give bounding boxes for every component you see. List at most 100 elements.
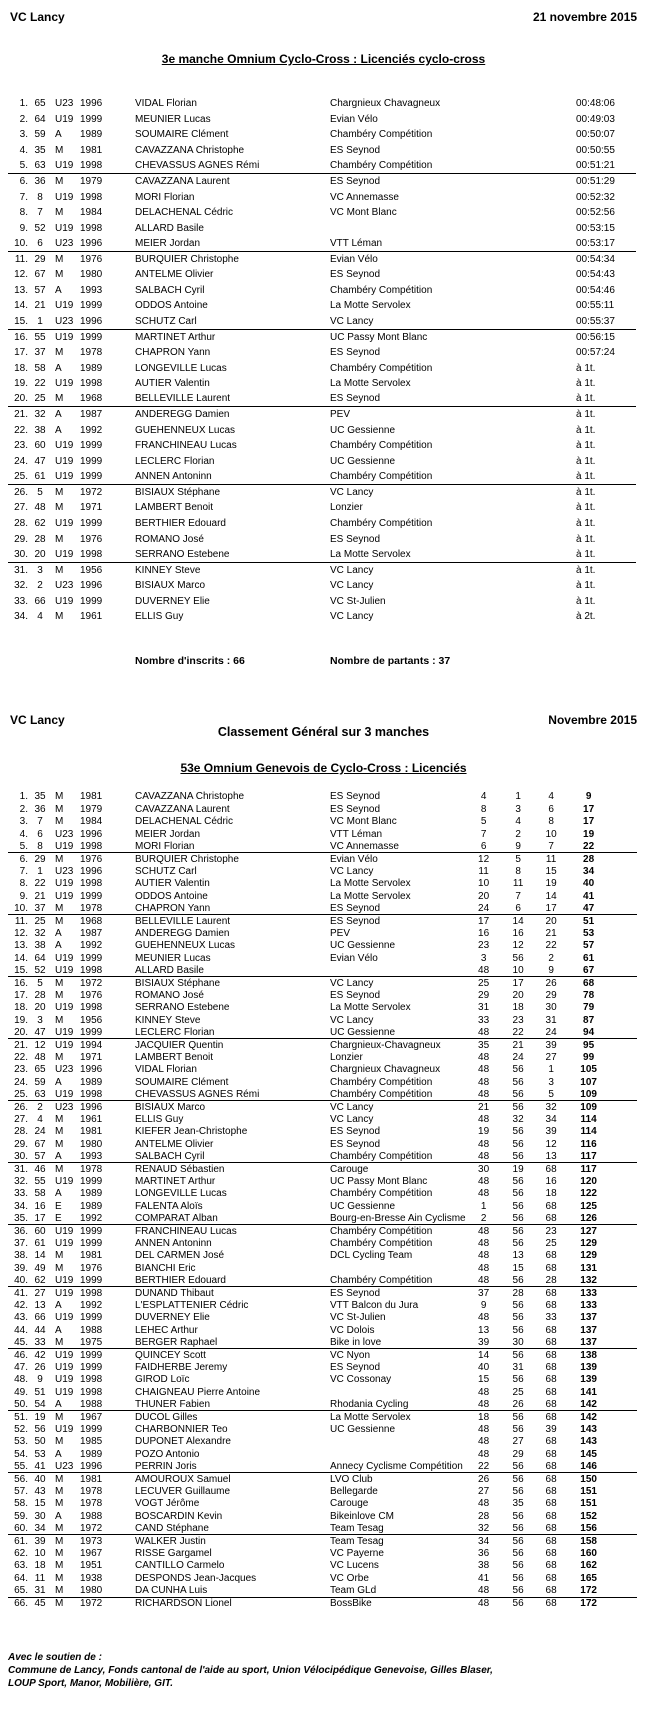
general-subtitle: Classement Général sur 3 manches [217, 724, 430, 739]
result-row: 22. 48 M 1971 LAMBERT Benoit Lonzier 48 24 27 99 [14, 1051, 595, 1063]
result-row: 56. 40 M 1981 AMOUROUX Samuel LVO Club 26 56 68 1… [8, 1472, 637, 1486]
participation-counts: Nombre d'inscrits : 66 Nombre de partant… [0, 655, 647, 669]
result-row: 20. 25 M 1968 BELLEVILLE Laurent ES Seynod à 1… [14, 393, 596, 405]
header-general: VC Lancy Novembre 2015 Classement Généra… [0, 707, 647, 759]
result-row: 34. 4 M 1961 ELLIS Guy VC Lancy à 2t. [14, 611, 596, 623]
result-row: 24. 47 U19 1999 LECLERC Florian UC Gessienne à… [14, 455, 596, 467]
result-row: 34. 16 E 1989 FALENTA Aloïs UC Gessienne 1 56 68… [14, 1200, 597, 1212]
result-row: 7. 1 U23 1996 SCHUTZ Carl VC Lancy 11 8 15 34 [19, 865, 595, 877]
result-row: 61. 39 M 1973 WALKER Justin Team Tesag 34 56 68 1… [8, 1534, 637, 1548]
result-row: 2. 36 M 1979 CAVAZZANA Laurent ES Seynod 8 3 6 17 [19, 803, 595, 815]
result-row: 38. 14 M 1981 DEL CARMEN José DCL Cycling Tea… [14, 1250, 597, 1262]
result-row: 2. 64 U19 1999 MEUNIER Lucas Evian Vélo 00:49:… [19, 113, 615, 125]
result-row: 64. 11 M 1938 DESPONDS Jean-Jacques VC Orbe 41… [14, 1572, 597, 1584]
result-row: 8. 7 M 1984 DELACHENAL Cédric VC Mont Blanc 00… [19, 207, 615, 219]
document-date: 21 novembre 2015 [532, 10, 637, 24]
result-row: 5. 8 U19 1998 MORI Florian VC Annemasse 6 9 7 22 [19, 840, 595, 852]
result-row: 59. 30 A 1988 BOSCARDIN Kevin Bikeinlove CM 28… [14, 1510, 597, 1522]
result-row: 7. 8 U19 1998 MORI Florian VC Annemasse 00:52:… [19, 191, 615, 203]
result-row: 26. 5 M 1972 BISIAUX Stéphane VC Lancy à 1t. [8, 484, 636, 501]
result-row: 6. 29 M 1976 BURQUIER Christophe Evian Vélo 12… [8, 852, 637, 866]
result-row: 62. 10 M 1967 RISSE Gargamel VC Payerne 36 56 68… [14, 1548, 597, 1560]
result-row: 29. 67 M 1980 ANTELME Olivier ES Seynod 48 56 12… [14, 1138, 597, 1150]
document-date: Novembre 2015 [548, 712, 637, 727]
result-row: 15. 1 U23 1996 SCHUTZ Carl VC Lancy 00:55:37 [14, 315, 615, 327]
result-row: 31. 3 M 1956 KINNEY Steve VC Lancy à 1t. [8, 561, 636, 578]
result-row: 40. 62 U19 1999 BERTHIER Edouard Chambéry Com… [14, 1274, 597, 1286]
result-row: 58. 15 M 1978 VOGT Jérôme Carouge 48 35 68 151 [14, 1498, 597, 1510]
result-row: 21. 12 U19 1994 JACQUIER Quentin Chargnieux-C… [8, 1038, 637, 1052]
result-row: 33. 66 U19 1999 DUVERNEY Elie VC St-Julien à 1… [14, 595, 596, 607]
result-row: 6. 36 M 1979 CAVAZZANA Laurent ES Seynod 00:51… [8, 173, 636, 190]
result-row: 5. 63 U19 1998 CHEVASSUS AGNES Rémi Chambéry … [19, 160, 615, 172]
sponsors-list-1: Commune de Lancy, Fonds cantonal de l'ai… [8, 1665, 493, 1677]
result-row: 37. 61 U19 1999 ANNEN Antoninn Chambéry Compé… [14, 1237, 597, 1249]
result-row: 48. 9 U19 1998 GIROD Loïc VC Cossonay 15 56 68 13… [14, 1374, 597, 1386]
result-row: 16. 55 U19 1999 MARTINET Arthur UC Passy Mont… [8, 328, 636, 345]
club-name: VC Lancy [10, 712, 65, 727]
result-row: 52. 56 U19 1999 CHARBONNIER Teo UC Gessienne 4… [14, 1424, 597, 1436]
result-row: 18. 20 U19 1998 SERRANO Estebene La Motte Ser… [14, 1002, 595, 1014]
result-row: 46. 42 U19 1999 QUINCEY Scott VC Nyon 14 56 68 13… [8, 1348, 637, 1362]
result-row: 12. 67 M 1980 ANTELME Olivier ES Seynod 00:54:… [14, 269, 615, 281]
result-row: 4. 6 U23 1996 MEIER Jordan VTT Léman 7 2 10 19 [19, 828, 595, 840]
result-row: 3. 59 A 1989 SOUMAIRE Clément Chambéry Compét… [19, 129, 615, 141]
result-row: 4. 35 M 1981 CAVAZZANA Christophe ES Seynod 00… [19, 144, 615, 156]
result-row: 66. 45 M 1972 RICHARDSON Lionel BossBike 48 56 6… [8, 1596, 637, 1610]
result-row: 22. 38 A 1992 GUEHENNEUX Lucas UC Gessienne à … [14, 424, 596, 436]
result-row: 43. 66 U19 1999 DUVERNEY Elie VC St-Julien 48 5… [14, 1312, 597, 1324]
result-row: 57. 43 M 1978 LECUVER Guillaume Bellegarde 27 5… [14, 1486, 597, 1498]
result-row: 29. 28 M 1976 ROMANO José ES Seynod à 1t. [14, 533, 596, 545]
sponsors-intro: Avec le soutien de : [8, 1652, 102, 1664]
result-row: 53. 50 M 1985 DUPONET Alexandre 48 27 68 143 [14, 1436, 597, 1448]
result-row: 30. 20 U19 1998 SERRANO Estebene La Motte Ser… [14, 548, 596, 560]
result-row: 49. 51 U19 1998 CHAIGNEAU Pierre Antoine 48 25… [14, 1386, 597, 1398]
result-row: 54. 53 A 1989 POZO Antonio 48 29 68 145 [14, 1448, 597, 1460]
club-name: VC Lancy [10, 10, 65, 24]
result-row: 12. 32 A 1987 ANDEREGG Damien PEV 16 16 21 53 [14, 927, 595, 939]
result-row: 39. 49 M 1976 BIANCHI Eric 48 15 68 131 [14, 1262, 597, 1274]
results-table-general: 1. 35 M 1981 CAVAZZANA Christophe ES Seynod 4 1… [8, 791, 637, 1610]
result-row: 50. 54 A 1988 THUNER Fabien Rhodania Cycling 4… [14, 1398, 597, 1410]
result-row: 9. 21 U19 1999 ODDOS Antoine La Motte Servole… [19, 890, 595, 902]
result-row: 19. 3 M 1956 KINNEY Steve VC Lancy 33 23 31 87 [14, 1014, 595, 1026]
result-row: 11. 29 M 1976 BURQUIER Christophe Evian Vélo 0… [8, 250, 636, 268]
result-row: 32. 55 U19 1999 MARTINET Arthur UC Passy Mont… [14, 1175, 597, 1187]
result-row: 8. 22 U19 1998 AUTIER Valentin La Motte Servo… [19, 878, 595, 890]
result-row: 28. 62 U19 1999 BERTHIER Edouard Chambéry Com… [14, 518, 596, 530]
result-row: 35. 17 E 1992 COMPARAT Alban Bourg-en-Bresse … [14, 1212, 597, 1224]
partants-count: Nombre de partants : 37 [330, 654, 451, 667]
manche3-title: 3e manche Omnium Cyclo-Cross : Licenciés… [161, 52, 486, 66]
result-row: 11. 25 M 1968 BELLEVILLE Laurent ES Seynod 17 1… [8, 914, 637, 928]
result-row: 14. 64 U19 1999 MEUNIER Lucas Evian Vélo 3 56 2 6… [14, 952, 595, 964]
result-row: 10. 37 M 1978 CHAPRON Yann ES Seynod 24 6 17 47 [14, 902, 595, 914]
result-row: 20. 47 U19 1999 LECLERC Florian UC Gessienne 4… [14, 1026, 595, 1038]
result-row: 26. 2 U23 1996 BISIAUX Marco VC Lancy 21 56 32 10… [8, 1100, 637, 1114]
result-row: 41. 27 U19 1998 DUNAND Thibaut ES Seynod 37 28 6… [8, 1286, 637, 1300]
result-row: 3. 7 M 1984 DELACHENAL Cédric VC Mont Blanc 5 4… [19, 816, 595, 828]
general-title: 53e Omnium Genevois de Cyclo-Cross : Lic… [180, 760, 467, 775]
result-row: 16. 5 M 1972 BISIAUX Stéphane VC Lancy 25 17 26 6… [8, 976, 637, 990]
sponsors-list-2: LOUP Sport, Manor, Mobilière, GIT. [8, 1678, 174, 1690]
result-row: 21. 32 A 1987 ANDEREGG Damien PEV à 1t. [8, 406, 636, 423]
result-row: 23. 65 U23 1996 VIDAL Florian Chargnieux Chav… [14, 1064, 597, 1076]
result-row: 13. 57 A 1993 SALBACH Cyril Chambéry Compétit… [14, 284, 615, 296]
result-row: 25. 63 U19 1998 CHEVASSUS AGNES Rémi Chambéry… [14, 1088, 597, 1100]
result-row: 65. 31 M 1980 DA CUNHA Luis Team GLd 48 56 68 172 [14, 1585, 597, 1597]
result-row: 13. 38 A 1992 GUEHENNEUX Lucas UC Gessienne 23… [14, 940, 595, 952]
result-row: 18. 58 A 1989 LONGEVILLE Lucas Chambéry Compé… [14, 362, 596, 374]
result-row: 51. 19 M 1967 DUCOL Gilles La Motte Servolex 1… [8, 1410, 637, 1424]
result-row: 17. 28 M 1976 ROMANO José ES Seynod 29 20 29 78 [14, 989, 595, 1001]
result-row: 10. 6 U23 1996 MEIER Jordan VTT Léman 00:53:17 [14, 237, 615, 249]
result-row: 17. 37 M 1978 CHAPRON Yann ES Seynod 00:57:24 [14, 347, 615, 359]
result-row: 23. 60 U19 1999 FRANCHINEAU Lucas Chambéry Co… [14, 440, 596, 452]
result-row: 32. 2 U23 1996 BISIAUX Marco VC Lancy à 1t. [14, 580, 596, 592]
result-row: 47. 26 U19 1999 FAIDHERBE Jeremy ES Seynod 40 3… [14, 1361, 597, 1373]
header-manche3: VC Lancy 21 novembre 2015 [0, 0, 647, 24]
result-row: 25. 61 U19 1999 ANNEN Antoninn Chambéry Compé… [14, 471, 596, 483]
result-row: 27. 4 M 1961 ELLIS Guy VC Lancy 48 32 34 114 [14, 1113, 597, 1125]
result-row: 55. 41 U23 1996 PERRIN Joris Annecy Cyclisme … [14, 1460, 597, 1472]
result-row: 60. 34 M 1972 CAND Stéphane Team Tesag 32 56 68 1… [14, 1523, 597, 1535]
result-row: 1. 35 M 1981 CAVAZZANA Christophe ES Seynod 4 1… [19, 791, 592, 803]
